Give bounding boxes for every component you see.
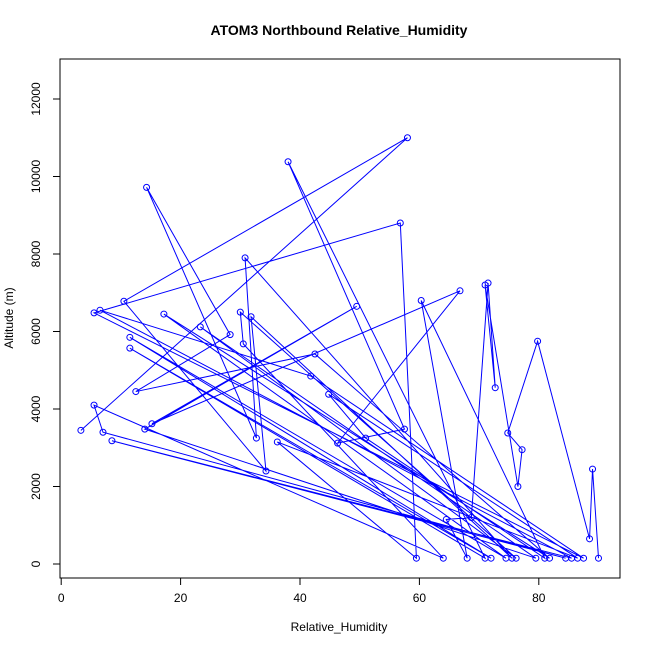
point: [546, 554, 554, 562]
y-tick-label: 10000: [29, 159, 43, 193]
point: [307, 372, 315, 380]
x-axis-label: Relative_Humidity: [291, 620, 388, 634]
series-line: [80, 137, 600, 560]
point: [160, 310, 168, 318]
y-tick-label: 4000: [29, 395, 43, 422]
point: [403, 134, 411, 142]
point: [442, 515, 450, 523]
point: [99, 428, 107, 436]
chart-title: ATOM3 Northbound Relative_Humidity: [211, 22, 468, 38]
point: [417, 296, 425, 304]
point: [491, 384, 499, 392]
point: [439, 554, 447, 562]
point: [586, 535, 594, 543]
point: [148, 420, 156, 428]
point: [396, 219, 404, 227]
point: [534, 337, 542, 345]
point: [502, 554, 510, 562]
point: [96, 306, 104, 314]
point: [236, 308, 244, 316]
point: [90, 401, 98, 409]
point: [126, 344, 134, 352]
plot-frame: [59, 58, 621, 579]
point: [400, 425, 408, 433]
point: [334, 439, 342, 447]
point: [77, 426, 85, 434]
y-tick-label: 0: [29, 560, 43, 567]
point: [239, 340, 247, 348]
point: [412, 554, 420, 562]
point: [481, 281, 489, 289]
point: [273, 438, 281, 446]
point: [241, 254, 249, 262]
y-axis-label: Altitude (m): [2, 287, 16, 348]
x-tick-label: 20: [174, 591, 188, 605]
point: [541, 554, 549, 562]
point: [456, 287, 464, 295]
point: [532, 554, 540, 562]
point: [353, 302, 361, 310]
point: [481, 554, 489, 562]
point: [108, 437, 116, 445]
point: [262, 467, 270, 475]
point: [514, 483, 522, 491]
point: [143, 183, 151, 191]
point: [252, 434, 260, 442]
point: [226, 331, 234, 339]
point: [518, 446, 526, 454]
point: [141, 425, 149, 433]
point: [247, 313, 255, 321]
point: [362, 434, 370, 442]
point: [574, 554, 582, 562]
y-tick-label: 12000: [29, 82, 43, 116]
point: [325, 390, 333, 398]
point: [126, 333, 134, 341]
point: [595, 554, 603, 562]
point: [120, 297, 128, 305]
point: [504, 429, 512, 437]
x-tick-label: 40: [293, 591, 307, 605]
point: [512, 554, 520, 562]
x-tick-label: 0: [58, 591, 65, 605]
y-tick-label: 6000: [29, 318, 43, 345]
x-tick-label: 80: [532, 591, 546, 605]
point: [589, 465, 597, 473]
point: [467, 514, 475, 522]
y-tick-label: 2000: [29, 473, 43, 500]
point: [311, 350, 319, 358]
x-tick-label: 60: [413, 591, 427, 605]
y-tick-label: 8000: [29, 240, 43, 267]
point: [463, 554, 471, 562]
point: [284, 158, 292, 166]
point: [90, 309, 98, 317]
point: [196, 323, 204, 331]
point: [132, 388, 140, 396]
